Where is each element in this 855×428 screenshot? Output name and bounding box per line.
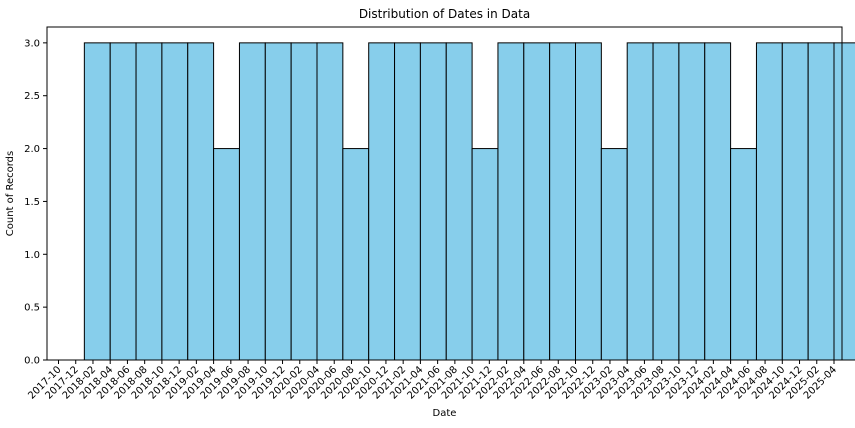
- histogram-bar: [523, 42, 551, 361]
- histogram-bar: [83, 42, 111, 361]
- histogram-bar: [342, 148, 370, 361]
- histogram-bar: [187, 42, 215, 361]
- histogram-bar: [730, 148, 757, 361]
- histogram-bar: [755, 42, 783, 361]
- histogram-bar: [497, 42, 525, 361]
- y-tick-label: 1.0: [24, 250, 40, 261]
- histogram-bar: [652, 42, 680, 361]
- histogram-bar: [600, 148, 628, 361]
- y-tick-label: 0.0: [24, 356, 40, 367]
- histogram-bar: [238, 42, 266, 361]
- y-tick-label: 3.0: [24, 38, 40, 49]
- histogram-bar: [575, 42, 602, 361]
- y-tick-label: 2.5: [24, 91, 40, 102]
- y-axis: 0.0 0.5 1.0 1.5 2.0 2.5 3.0: [24, 38, 47, 367]
- histogram-bar: [135, 42, 163, 361]
- bars-group: [83, 42, 855, 361]
- histogram-bar: [264, 42, 292, 361]
- y-tick-label: 1.5: [24, 197, 40, 208]
- x-axis: 2017-102017-122018-022018-042018-062018-…: [26, 360, 839, 402]
- histogram-bar: [704, 42, 732, 361]
- y-tick-label: 2.0: [24, 144, 40, 155]
- histogram-bar: [807, 42, 835, 361]
- plot-frame: [46, 26, 843, 361]
- histogram-bar: [781, 42, 809, 361]
- histogram-bar: [161, 42, 189, 361]
- histogram-bar: [419, 42, 447, 361]
- histogram-bar: [290, 42, 318, 361]
- histogram-bar: [833, 42, 855, 361]
- y-axis-label: Count of Records: [5, 151, 16, 236]
- chart-title: Distribution of Dates in Data: [359, 7, 530, 21]
- histogram-bar: [368, 42, 396, 361]
- x-axis-label: Date: [433, 408, 457, 419]
- histogram-bar: [213, 148, 240, 361]
- histogram-bar: [549, 42, 577, 361]
- histogram-bar: [626, 42, 654, 361]
- histogram-bar: [678, 42, 706, 361]
- histogram-bar: [445, 42, 473, 361]
- histogram-bar: [394, 42, 421, 361]
- y-tick-label: 0.5: [24, 303, 40, 314]
- histogram-bar: [316, 42, 344, 361]
- histogram-bar: [471, 148, 499, 361]
- histogram-bar: [109, 42, 137, 361]
